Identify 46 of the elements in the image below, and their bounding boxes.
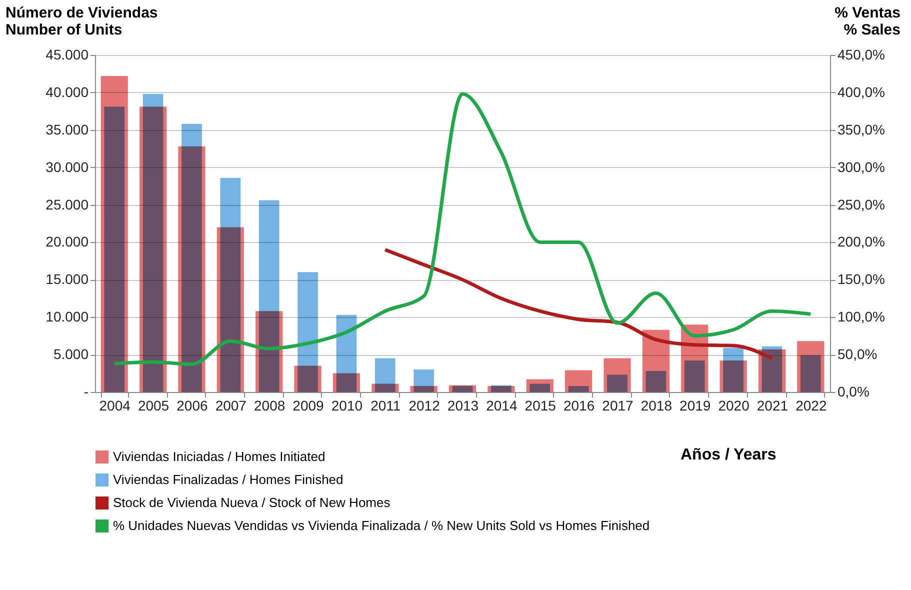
x-tick-label: 2022 xyxy=(796,398,827,414)
x-tick-label: 2011 xyxy=(370,398,401,414)
y2-tick-label: 0,0% xyxy=(838,384,870,400)
x-tick-label: 2015 xyxy=(524,398,556,414)
y-tick-label: 35.000 xyxy=(46,121,89,138)
x-axis-title: Años / Years xyxy=(680,446,776,464)
x-tick-label: 2006 xyxy=(176,398,208,414)
y2-tick-label: 150,0% xyxy=(838,271,885,288)
y-tick-label: 5.000 xyxy=(53,346,89,362)
x-tick-label: 2009 xyxy=(292,398,324,414)
x-tick-label: 2014 xyxy=(486,398,518,414)
y-tick-label: 10.000 xyxy=(46,308,89,325)
x-tick-label: 2007 xyxy=(215,398,247,414)
x-tick-label: 2010 xyxy=(331,398,363,414)
x-tick-label: 2020 xyxy=(718,398,750,414)
x-tick-label: 2004 xyxy=(99,398,131,414)
y-tick-label: 45.000 xyxy=(46,46,89,62)
y2-axis-title: % Ventas % Sales xyxy=(834,4,900,38)
x-tick-label: 2017 xyxy=(602,398,634,414)
y-tick-label: - xyxy=(84,384,89,400)
legend-label: % Unidades Nuevas Vendidas vs Vivienda Finalizada / % New Units Sold vs Homes Finished xyxy=(113,518,650,533)
y-tick-label: 25.000 xyxy=(46,196,89,212)
y-tick-label: 15.000 xyxy=(46,271,89,288)
legend-label: Stock de Vivienda Nueva / Stock of New Homes xyxy=(113,495,391,510)
y2-tick-label: 300,0% xyxy=(838,158,885,175)
x-tick-label: 2018 xyxy=(640,398,672,414)
y2-tick-label: 200,0% xyxy=(838,234,885,250)
y2-tick-label: 50,0% xyxy=(838,346,878,362)
y-tick-label: 20.000 xyxy=(46,234,89,250)
x-tick-label: 2013 xyxy=(447,398,479,414)
x-tick-label: 2008 xyxy=(254,398,286,414)
x-tick-label: 2019 xyxy=(680,398,711,414)
x-tick-label: 2016 xyxy=(563,398,595,414)
y2-tick-label: 100,0% xyxy=(838,308,885,325)
y2-tick-label: 350,0% xyxy=(838,121,885,138)
legend-label: Viviendas Iniciadas / Homes Initiated xyxy=(113,449,326,464)
y2-tick-label: 400,0% xyxy=(838,84,885,100)
x-tick-label: 2012 xyxy=(408,398,440,414)
y-axis-title: Número de Viviendas Number of Units xyxy=(6,4,158,38)
y-tick-label: 30.000 xyxy=(46,158,89,175)
y2-tick-label: 250,0% xyxy=(838,196,885,212)
legend-label: Viviendas Finalizadas / Homes Finished xyxy=(113,472,344,487)
y2-tick-label: 450,0% xyxy=(838,46,885,62)
y-tick-label: 40.000 xyxy=(46,84,89,100)
x-tick-label: 2005 xyxy=(138,398,170,414)
x-tick-label: 2021 xyxy=(756,398,788,414)
